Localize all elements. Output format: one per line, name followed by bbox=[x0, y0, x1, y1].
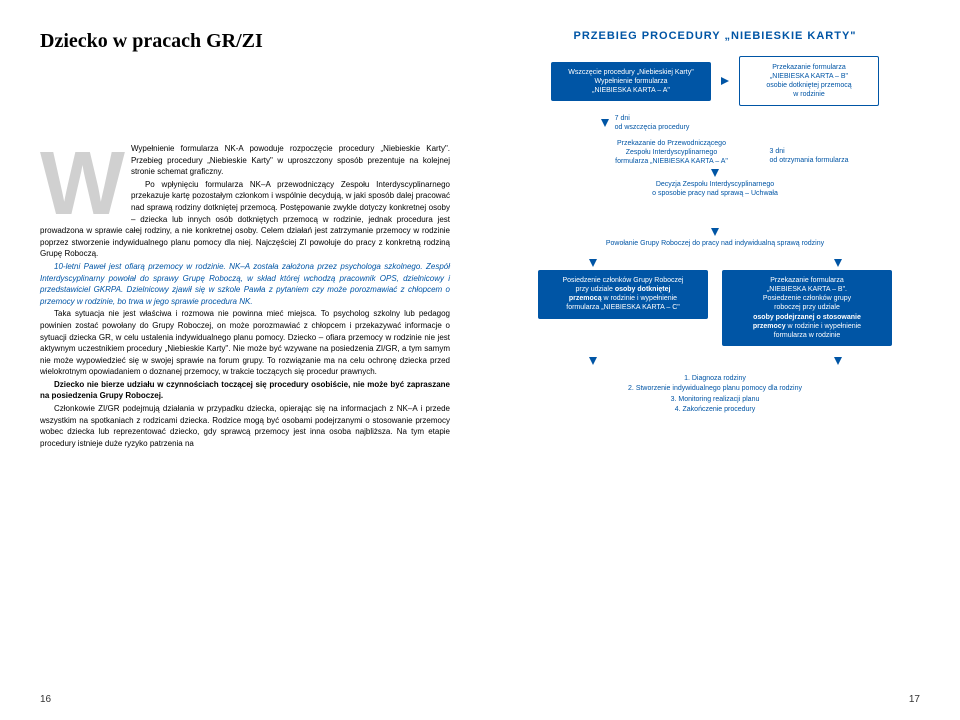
para-4: Taka sytuacja nie jest właściwa i rozmow… bbox=[40, 308, 450, 378]
flow-row-1: Wszczęcie procedury „Niebieskiej Karty"W… bbox=[510, 56, 920, 106]
flow-box-4: Decyzja Zespołu Interdyscyplinarnegoo sp… bbox=[605, 180, 825, 198]
arrow-down-icon-4 bbox=[589, 259, 597, 267]
steps-list: 1. Diagnoza rodziny2. Stworzenie indywid… bbox=[510, 374, 920, 416]
flow-box-7: Przekazanie formularza„NIEBIESKA KARTA –… bbox=[722, 270, 892, 346]
para-5: Dziecko nie bierze udziału w czynnościac… bbox=[40, 379, 450, 402]
arrow-merge bbox=[510, 354, 920, 368]
left-page: Dziecko w pracach GR/ZI W Wypełnienie fo… bbox=[0, 0, 480, 720]
arrow-down-icon-5 bbox=[834, 259, 842, 267]
flow-row-2: Przekazanie do PrzewodniczącegoZespołu I… bbox=[510, 139, 920, 166]
arrow-down-icon-3 bbox=[711, 228, 719, 236]
page-number-left: 16 bbox=[40, 694, 51, 705]
right-page: PRZEBIEG PROCEDURY „NIEBIESKIE KARTY" Ws… bbox=[480, 0, 960, 720]
flow-box-6: Posiedzenie członków Grupy Roboczejprzy … bbox=[538, 270, 708, 318]
flow-box-2: Przekazanie formularza„NIEBIESKA KARTA –… bbox=[739, 56, 879, 106]
arrow-down-icon-6 bbox=[589, 357, 597, 365]
page-number-right: 17 bbox=[909, 694, 920, 705]
flow-row-3: Decyzja Zespołu Interdyscyplinarnegoo sp… bbox=[510, 180, 920, 198]
arrow-down-icon-7 bbox=[834, 357, 842, 365]
para-6: Członkowie ZI/GR podejmują działania w p… bbox=[40, 403, 450, 449]
flow-row-5: Posiedzenie członków Grupy Roboczejprzy … bbox=[510, 270, 920, 346]
flow-box-3: Przekazanie do PrzewodniczącegoZespołu I… bbox=[582, 139, 762, 166]
arrow-down-icon bbox=[601, 119, 609, 127]
flow-row-4: Powołanie Grupy Roboczej do pracy nad in… bbox=[510, 239, 920, 248]
flow-box-1: Wszczęcie procedury „Niebieskiej Karty"W… bbox=[551, 62, 711, 101]
label-3dni: 3 dniod otrzymania formularza bbox=[770, 147, 849, 165]
dropcap: W bbox=[40, 151, 125, 219]
arrow-down-icon-2 bbox=[711, 169, 719, 177]
flow-box-5: Powołanie Grupy Roboczej do pracy nad in… bbox=[545, 239, 885, 248]
flow-col-1: 7 dniod wszczęcia procedury bbox=[510, 114, 920, 132]
label-7dni: 7 dniod wszczęcia procedury bbox=[615, 114, 690, 132]
page-title: Dziecko w pracach GR/ZI bbox=[40, 30, 450, 53]
body-content: W Wypełnienie formularza NK-A powoduje r… bbox=[40, 143, 450, 449]
flowchart-title: PRZEBIEG PROCEDURY „NIEBIESKIE KARTY" bbox=[510, 30, 920, 42]
para-3: 10-letni Paweł jest ofiarą przemocy w ro… bbox=[40, 261, 450, 307]
arrow-right-icon bbox=[721, 77, 729, 85]
arrow-split bbox=[510, 256, 920, 270]
